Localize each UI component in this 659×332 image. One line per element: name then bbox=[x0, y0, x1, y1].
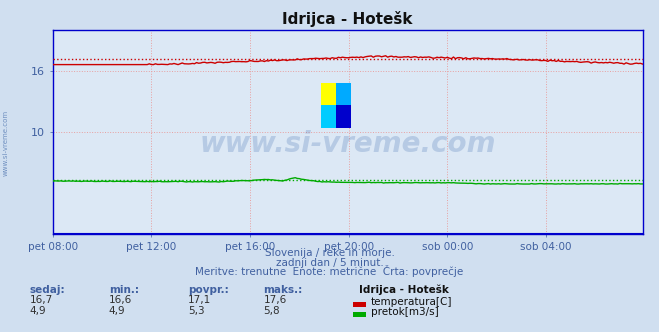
Text: pretok[m3/s]: pretok[m3/s] bbox=[371, 307, 439, 317]
Text: 5,3: 5,3 bbox=[188, 306, 204, 316]
Text: min.:: min.: bbox=[109, 285, 139, 295]
Text: 4,9: 4,9 bbox=[30, 306, 46, 316]
Text: 4,9: 4,9 bbox=[109, 306, 125, 316]
Text: zadnji dan / 5 minut.: zadnji dan / 5 minut. bbox=[275, 258, 384, 268]
Title: Idrijca - Hotešk: Idrijca - Hotešk bbox=[282, 11, 413, 27]
Text: sedaj:: sedaj: bbox=[30, 285, 65, 295]
Text: www.si-vreme.com: www.si-vreme.com bbox=[200, 130, 496, 158]
Text: Slovenija / reke in morje.: Slovenija / reke in morje. bbox=[264, 248, 395, 258]
Text: 16,6: 16,6 bbox=[109, 295, 132, 305]
Text: 17,1: 17,1 bbox=[188, 295, 211, 305]
Text: Idrijca - Hotešk: Idrijca - Hotešk bbox=[359, 284, 449, 295]
Text: 17,6: 17,6 bbox=[264, 295, 287, 305]
Text: temperatura[C]: temperatura[C] bbox=[371, 297, 453, 307]
Text: www.si-vreme.com: www.si-vreme.com bbox=[2, 110, 9, 176]
Text: 16,7: 16,7 bbox=[30, 295, 53, 305]
Text: maks.:: maks.: bbox=[264, 285, 303, 295]
Text: povpr.:: povpr.: bbox=[188, 285, 229, 295]
Text: Meritve: trenutne  Enote: metrične  Črta: povprečje: Meritve: trenutne Enote: metrične Črta: … bbox=[195, 265, 464, 277]
Text: 5,8: 5,8 bbox=[264, 306, 280, 316]
